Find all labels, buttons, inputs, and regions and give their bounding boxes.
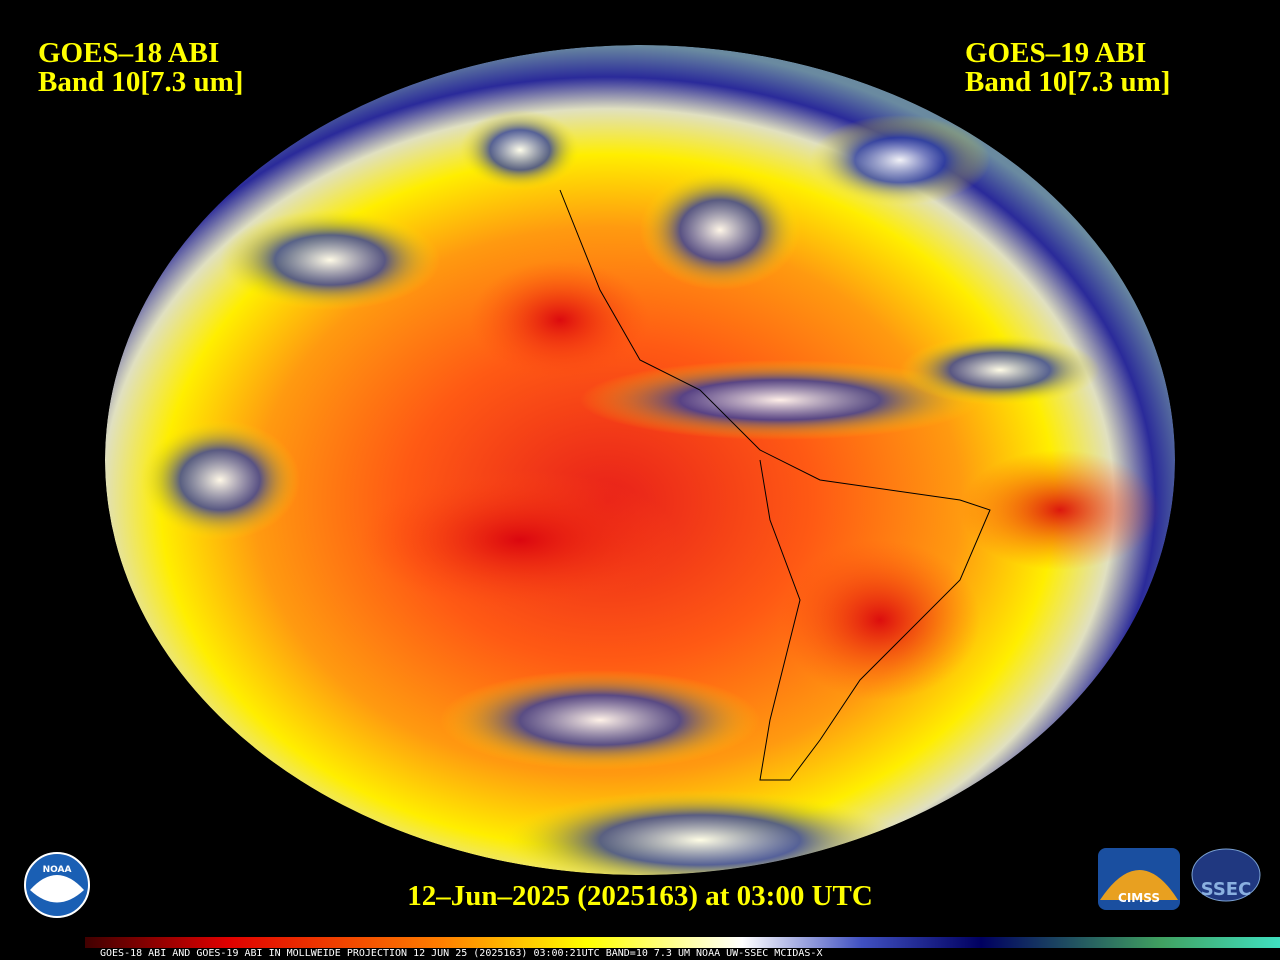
- left-band-label: Band 10[7.3 um]: [38, 66, 243, 98]
- left-satellite-title: GOES–18 ABI: [38, 37, 219, 69]
- coastline: [559, 189, 991, 781]
- noaa-label: NOAA: [43, 865, 72, 875]
- ssec-logo: SSEC: [1191, 848, 1261, 902]
- timestamp: 12–Jun–2025 (2025163) at 03:00 UTC: [407, 880, 873, 912]
- globe-image: [105, 45, 1175, 875]
- right-band-label: Band 10[7.3 um]: [965, 66, 1170, 98]
- footer-caption: GOES-18 ABI AND GOES-19 ABI IN MOLLWEIDE…: [100, 948, 822, 959]
- noaa-logo: NOAA: [24, 852, 90, 918]
- cimss-label: CIMSS: [1118, 891, 1160, 905]
- cimss-logo: CIMSS: [1098, 848, 1180, 910]
- ssec-label: SSEC: [1201, 879, 1252, 900]
- color-bar: [85, 937, 1280, 948]
- right-satellite-title: GOES–19 ABI: [965, 37, 1146, 69]
